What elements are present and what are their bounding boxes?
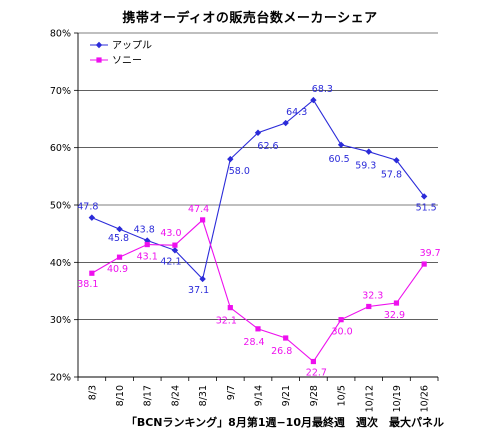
data-point-square (255, 326, 261, 332)
x-tick-label: 8/3 (87, 385, 98, 400)
source-note: 「BCNランキング」8月第1週−10月最終週 週次 最大パネル (125, 416, 444, 429)
data-label: 42.1 (160, 256, 181, 267)
data-point-square (393, 300, 400, 306)
data-label: 22.7 (306, 368, 327, 379)
data-label: 28.4 (243, 337, 264, 348)
data-label: 40.9 (107, 264, 128, 275)
data-point-diamond (199, 275, 206, 283)
y-tick-label: 50% (50, 201, 71, 212)
y-tick-label: 60% (50, 143, 71, 154)
x-tick-label: 10/26 (420, 385, 431, 412)
y-tick-label: 30% (50, 315, 71, 326)
data-point-diamond (365, 148, 372, 155)
data-label: 62.6 (257, 141, 278, 152)
data-label: 37.1 (188, 285, 209, 296)
x-tick-label: 10/12 (364, 385, 375, 412)
series-sony: 38.1 40.9 43.1 43.0 47.4 32.1 28.4 26.8 22.7 30.0… (77, 204, 440, 379)
x-tick-label: 8/17 (143, 385, 154, 406)
data-label: 47.4 (188, 204, 209, 215)
x-tick-label: 9/7 (226, 385, 237, 400)
x-tick-label: 9/28 (309, 385, 320, 406)
data-label: 43.1 (137, 252, 158, 263)
data-point-diamond (310, 96, 317, 104)
data-point-square (89, 270, 95, 276)
data-label: 68.3 (312, 84, 333, 95)
x-tick-label: 9/21 (281, 385, 292, 406)
data-label: 43.8 (134, 225, 155, 236)
data-point-square (421, 261, 427, 267)
data-point-square (144, 241, 150, 248)
data-point-square (338, 317, 344, 323)
y-tick-label: 20% (50, 373, 71, 384)
data-point-diamond (337, 141, 345, 148)
series-apple: 47.8 45.8 43.8 42.1 37.1 58.0 62.6 64.3 68.3 60.5… (77, 84, 436, 296)
data-point-square (283, 335, 289, 341)
data-label: 38.1 (77, 279, 98, 290)
y-tick-label: 40% (50, 258, 71, 269)
data-label: 64.3 (286, 107, 307, 118)
data-label: 30.0 (331, 327, 352, 338)
data-label: 39.7 (420, 248, 441, 259)
data-label: 51.5 (416, 202, 437, 213)
x-tick-label: 10/19 (392, 385, 403, 412)
data-point-square (310, 358, 316, 365)
data-point-diamond (88, 214, 96, 221)
data-point-diamond (254, 129, 262, 136)
data-label: 47.8 (77, 202, 98, 213)
data-label: 45.8 (108, 233, 129, 244)
y-tick-label: 80% (50, 29, 71, 40)
data-point-diamond (116, 225, 123, 233)
data-label: 58.0 (229, 166, 250, 177)
data-point-diamond (171, 247, 179, 254)
x-tick-label: 8/10 (115, 385, 126, 406)
data-label: 57.8 (381, 169, 402, 180)
data-point-square (116, 254, 123, 260)
data-point-diamond (227, 155, 234, 163)
data-point-square (227, 305, 233, 311)
x-tick-label: 8/31 (198, 385, 209, 406)
data-point-diamond (282, 119, 289, 127)
data-label: 32.3 (362, 290, 383, 301)
data-label: 32.9 (384, 310, 405, 321)
x-tick-label: 10/5 (337, 385, 348, 406)
chart-title: 携帯オーディオの販売台数メーカーシェア (122, 11, 378, 26)
data-label: 60.5 (328, 154, 349, 165)
legend-marker (96, 57, 102, 63)
data-point-square (200, 217, 206, 223)
data-label: 32.1 (216, 316, 237, 327)
x-tick-label: 8/24 (170, 385, 181, 406)
data-point-diamond (393, 157, 400, 164)
data-label: 59.3 (355, 161, 376, 172)
data-point-square (366, 303, 372, 310)
legend-marker (95, 41, 103, 49)
legend-label: ソニー (112, 56, 142, 67)
data-label: 43.0 (160, 228, 181, 239)
legend-label: アップル (112, 40, 152, 52)
data-point-diamond (420, 193, 428, 200)
data-label: 26.8 (271, 346, 292, 357)
x-tick-label: 9/14 (254, 385, 265, 406)
data-point-square (172, 242, 178, 248)
y-tick-label: 70% (50, 86, 71, 97)
